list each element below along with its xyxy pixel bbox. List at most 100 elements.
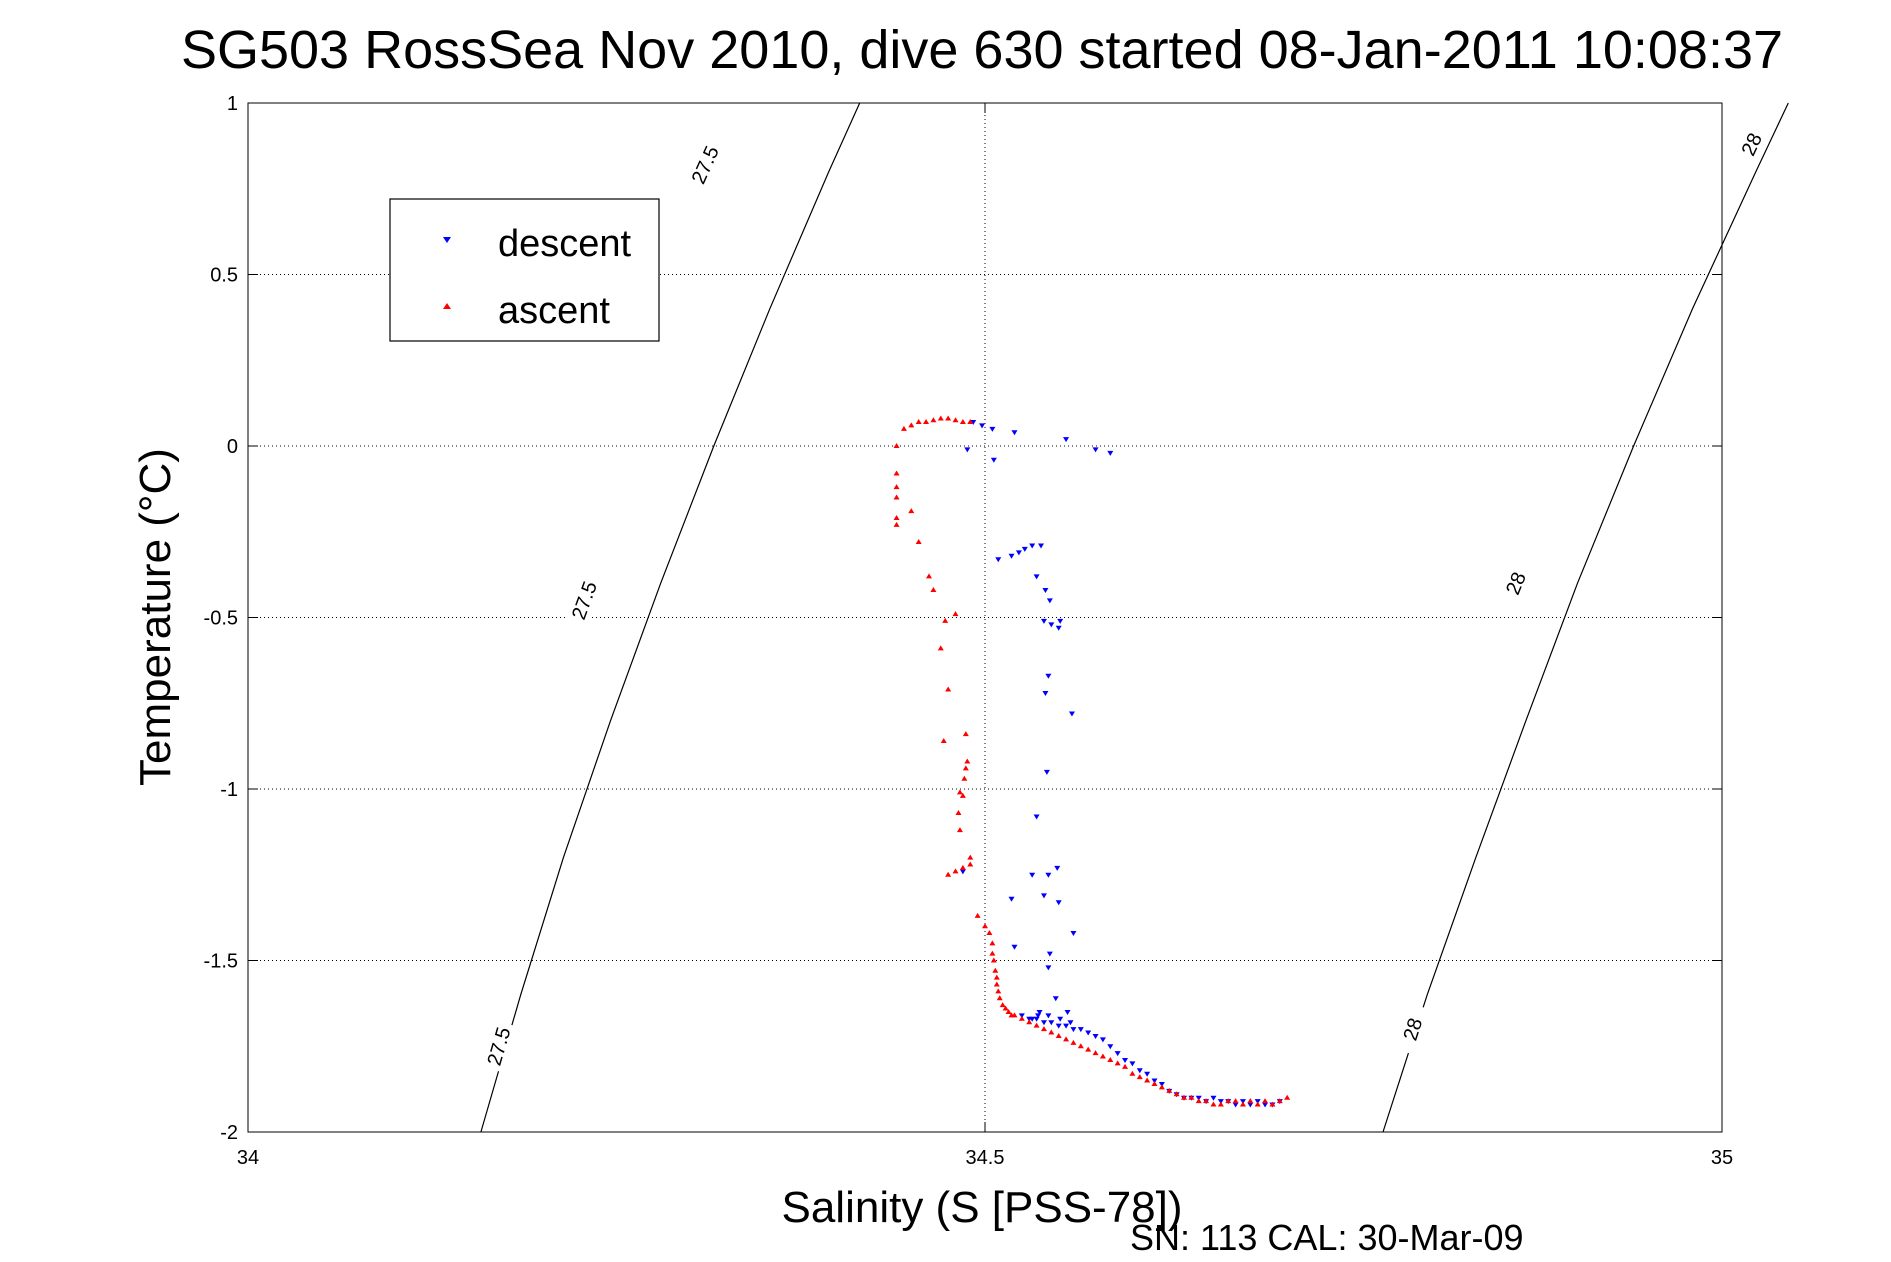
isopycnal-line	[480, 102, 861, 1133]
ascent-point	[955, 810, 962, 816]
y-tick-label: -0.5	[204, 608, 238, 630]
ascent-point	[1011, 1012, 1018, 1018]
ascent-point	[1122, 1063, 1129, 1069]
series-descent	[959, 419, 1283, 1108]
isopycnal-label-bg	[1496, 556, 1535, 610]
descent-point	[1057, 618, 1064, 624]
ascent-point	[952, 868, 959, 874]
ascent-point	[959, 864, 966, 870]
ascent-point	[1114, 1060, 1121, 1066]
ascent-point	[1151, 1080, 1158, 1086]
descent-point	[1070, 1027, 1077, 1033]
ascent-point	[1210, 1101, 1217, 1107]
descent-point	[1011, 944, 1018, 950]
axis-ticks: 34 34.5 35 1 0.5 0 -0.5 -1 -1.5 -2	[204, 93, 1734, 1169]
ascent-point	[1048, 1029, 1055, 1035]
descent-point	[1144, 1071, 1151, 1077]
descent-point	[1045, 673, 1052, 679]
descent-point	[1048, 1020, 1055, 1026]
descent-point	[1092, 1033, 1099, 1039]
ascent-point	[999, 1002, 1006, 1008]
descent-point	[1042, 690, 1049, 696]
y-tick-label: 1	[227, 93, 238, 115]
y-tick-label: -1	[220, 779, 238, 801]
ascent-point	[1195, 1098, 1202, 1104]
descent-point	[1043, 769, 1050, 775]
ascent-point	[1239, 1101, 1246, 1107]
descent-point	[1055, 625, 1062, 631]
ascent-point	[1018, 1015, 1025, 1021]
ascent-point	[1166, 1087, 1173, 1093]
descent-point	[1055, 900, 1062, 906]
ascent-point	[1063, 1036, 1070, 1042]
descent-point	[1008, 896, 1015, 902]
descent-point	[1054, 865, 1061, 871]
descent-point	[1070, 931, 1077, 937]
descent-point	[1136, 1068, 1143, 1074]
ascent-point	[1092, 1050, 1099, 1056]
descent-point	[1036, 1009, 1043, 1015]
ascent-point	[923, 418, 930, 424]
y-tick-label: 0	[227, 436, 238, 458]
ascent-point	[1262, 1098, 1269, 1104]
ascent-point	[962, 731, 969, 737]
ascent-point	[925, 573, 932, 579]
ascent-point	[893, 470, 900, 476]
descent-point	[1210, 1095, 1217, 1101]
y-tick-label: 0.5	[210, 265, 238, 287]
descent-point	[970, 419, 977, 425]
ascent-point	[1026, 1019, 1033, 1025]
ascent-point	[959, 418, 966, 424]
ascent-point	[1188, 1094, 1195, 1100]
ascent-point	[1173, 1091, 1180, 1097]
descent-point	[1063, 1023, 1070, 1029]
ascent-point	[1099, 1053, 1106, 1059]
ascent-point	[1070, 1039, 1077, 1045]
ascent-point	[1284, 1094, 1291, 1100]
descent-point	[1042, 588, 1049, 594]
descent-point	[1040, 618, 1047, 624]
descent-point	[1099, 1037, 1106, 1043]
isopycnal-label-bg	[1394, 1002, 1431, 1056]
descent-point	[979, 423, 986, 429]
descent-point	[990, 457, 997, 463]
legend-ascent-marker	[443, 303, 451, 309]
isopycnal-label-bg	[685, 138, 725, 192]
x-tick-label: 35	[1711, 1147, 1733, 1169]
ascent-point	[1077, 1043, 1084, 1049]
descent-point	[995, 557, 1002, 563]
descent-point	[1067, 1020, 1074, 1026]
ascent-point	[930, 417, 937, 423]
ascent-point	[945, 415, 952, 421]
descent-point	[1048, 622, 1055, 628]
ascent-point	[1269, 1101, 1276, 1107]
ascent-point	[1040, 1026, 1047, 1032]
ascent-point	[942, 617, 949, 623]
data-series	[893, 415, 1291, 1108]
descent-point	[989, 426, 996, 432]
ascent-point	[1180, 1094, 1187, 1100]
ascent-point	[1158, 1084, 1165, 1090]
ascent-point	[952, 417, 959, 423]
descent-point	[1045, 965, 1052, 971]
isopycnal-line	[1382, 102, 1789, 1133]
y-tick-label: -1.5	[204, 951, 238, 973]
ascent-point	[956, 789, 963, 795]
ascent-point	[1144, 1077, 1151, 1083]
descent-point	[1077, 1027, 1084, 1033]
descent-point	[1046, 951, 1053, 957]
ascent-point	[1232, 1098, 1239, 1104]
ascent-point	[989, 950, 996, 956]
descent-point	[1045, 872, 1052, 878]
descent-point	[1033, 1016, 1040, 1022]
ascent-point	[1002, 1005, 1009, 1011]
ascent-point	[993, 981, 1000, 987]
descent-point	[1057, 1016, 1064, 1022]
ascent-point	[945, 686, 952, 692]
descent-point	[1008, 553, 1015, 559]
descent-point	[1262, 1102, 1269, 1108]
ascent-point	[1217, 1101, 1224, 1107]
ascent-point	[996, 995, 1003, 1001]
